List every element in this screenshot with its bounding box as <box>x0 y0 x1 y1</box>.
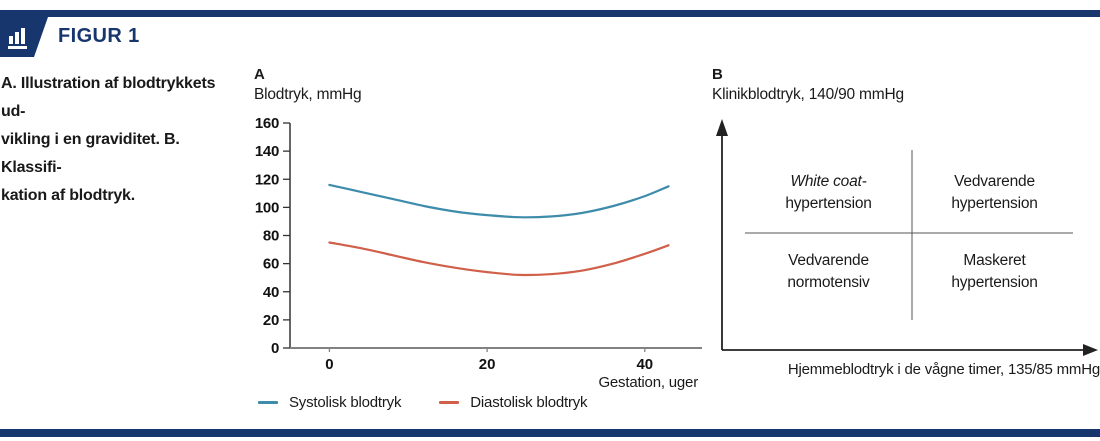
top-accent-bar <box>0 10 1100 17</box>
y-tick-label: 120 <box>255 171 279 188</box>
gestation-axis-label: Gestation, uger <box>598 374 698 391</box>
figure-title: FIGUR 1 <box>58 25 140 47</box>
classification-quadrant-chart <box>716 119 1098 356</box>
quadrant-label: hypertension <box>785 195 872 212</box>
y-tick-label: 80 <box>263 228 279 245</box>
y-tick-label: 140 <box>255 143 279 160</box>
caption-line: kation af blodtryk. <box>1 187 135 204</box>
right-arrow-icon <box>1083 344 1098 356</box>
figure-badge <box>0 17 48 57</box>
caption-line: vikling i en graviditet. B. Klassifi- <box>1 131 180 176</box>
x-tick-label: 0 <box>325 356 333 373</box>
panel-a-axis-title: Blodtryk, mmHg <box>254 86 362 103</box>
legend-item-systolic: Systolisk blodtryk <box>258 394 401 411</box>
legend-item-diastolic: Diastolisk blodtryk <box>439 394 588 411</box>
bar-chart-icon <box>8 28 27 49</box>
home-bp-axis-label: Hjemmeblodtryk i de vågne timer, 135/85 … <box>787 361 1100 378</box>
quadrant-label: Maskeret <box>963 252 1026 269</box>
quadrant-label: Vedvarende <box>954 173 1035 190</box>
quadrant-bottom-left: Vedvarende normotensiv <box>746 250 911 294</box>
y-tick-label: 40 <box>263 284 279 301</box>
y-tick-label: 100 <box>255 199 279 216</box>
blood-pressure-chart: 160 140 120 100 80 60 40 20 0 0 20 40 <box>255 115 702 373</box>
y-tick-label: 0 <box>271 340 279 357</box>
y-tick-label: 160 <box>255 115 279 132</box>
systolic-line <box>328 183 670 219</box>
quadrant-label: hypertension <box>951 274 1038 291</box>
y-tick-label: 60 <box>263 256 279 273</box>
up-arrow-icon <box>716 119 728 136</box>
quadrant-label: White coat- <box>790 173 867 190</box>
panel-b-label: B <box>712 66 723 83</box>
panel-b-title: Klinikblodtryk, 140/90 mmHg <box>712 86 904 103</box>
figure-caption: A. Illustration af blodtrykkets ud- vikl… <box>1 70 241 210</box>
quadrant-top-right: Vedvarende hypertension <box>912 171 1077 215</box>
quadrant-label: normotensiv <box>787 274 870 291</box>
panel-a-label: A <box>254 66 265 83</box>
quadrant-bottom-right: Maskeret hypertension <box>912 250 1077 294</box>
quadrant-label: hypertension <box>951 195 1038 212</box>
bottom-accent-bar <box>0 429 1100 437</box>
quadrant-top-left: White coat- hypertension <box>746 171 911 215</box>
systolic-line-swatch <box>258 401 278 404</box>
chart-legend: Systolisk blodtryk Diastolisk blodtryk <box>258 394 588 411</box>
diastolic-line <box>328 241 670 277</box>
quadrant-label: Vedvarende <box>788 252 869 269</box>
x-tick-label: 40 <box>636 356 653 373</box>
y-tick-label: 20 <box>263 312 279 329</box>
legend-label: Systolisk blodtryk <box>289 394 402 411</box>
legend-label: Diastolisk blodtryk <box>470 394 588 411</box>
diastolic-line-swatch <box>439 401 460 404</box>
caption-line: A. Illustration af blodtrykkets ud- <box>1 75 216 120</box>
x-tick-label: 20 <box>479 356 496 373</box>
